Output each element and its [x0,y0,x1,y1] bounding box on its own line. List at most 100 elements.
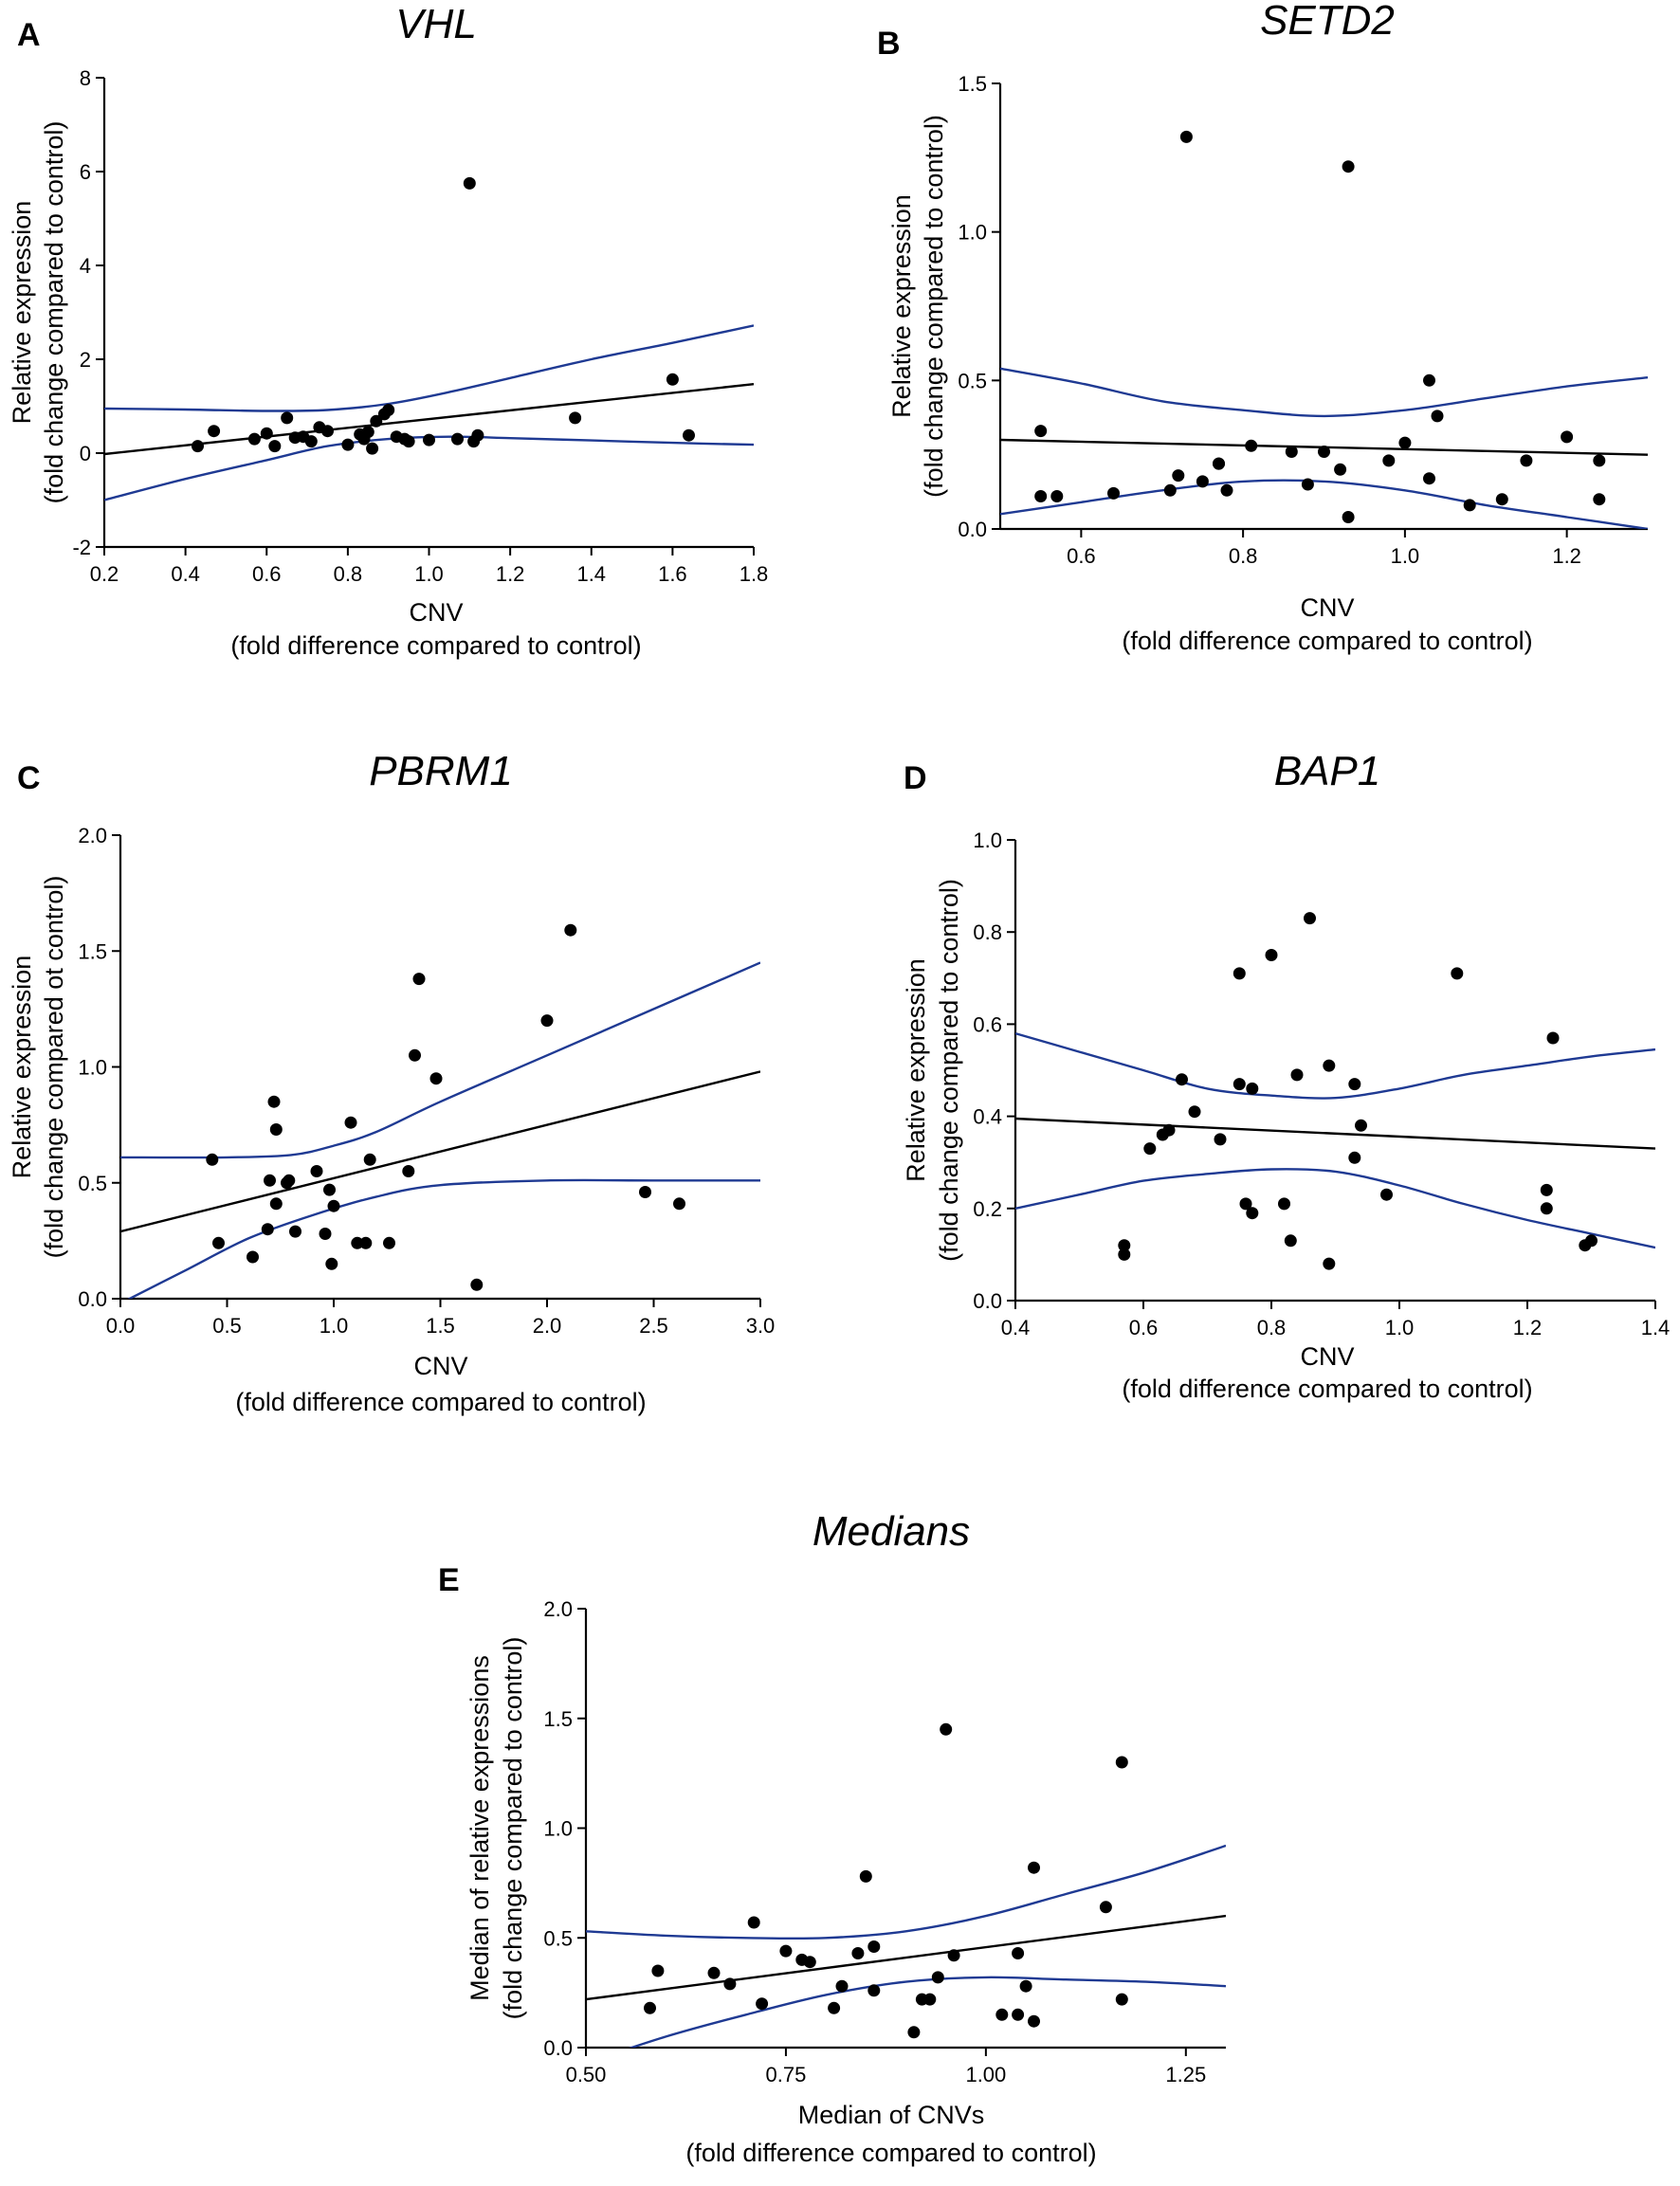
chart-panel-e: E Medians 0.50 0.75 1.00 1.25 0.0 0.5 1.0 1.5 2.0 M… [438,1508,1226,2167]
x-tick-label: 0.5 [212,1314,242,1338]
data-point [192,440,204,453]
y-axis-sublabel: (fold change compared to control) [499,1637,527,2020]
data-point [1355,1119,1367,1132]
data-point [1214,1133,1227,1146]
y-tick-label: 0.0 [78,1287,107,1311]
data-point [1012,2008,1025,2021]
data-point [1118,1248,1131,1261]
data-point [1431,410,1444,423]
y-tick-label: 1.5 [958,72,987,96]
y-tick-label: 1.0 [78,1056,107,1080]
data-point [1172,469,1185,483]
x-axis-sublabel: (fold difference compared to control) [230,631,641,660]
data-point [540,1014,554,1028]
x-tick-label: 0.6 [1129,1316,1159,1339]
x-tick-label: 0.75 [766,2063,807,2086]
data-point [1278,1197,1290,1211]
data-point [1348,1151,1361,1164]
y-tick-label: 0.0 [543,2036,573,2060]
x-tick-label: 1.2 [1552,544,1581,568]
confidence-band-lower [127,1178,760,1299]
x-tick-label: 1.6 [658,562,687,586]
y-tick-label: 0.4 [973,1105,1002,1129]
confidence-band-lower [628,1976,1226,2048]
y-tick-label: 0.2 [973,1197,1002,1221]
data-point [1188,1105,1201,1119]
data-point [931,1971,944,1984]
data-point [1012,1947,1025,1959]
y-tick-label: 0.5 [78,1172,107,1195]
confidence-band-upper [120,961,760,1159]
data-point [470,1278,484,1291]
panel-letter: E [438,1562,460,1598]
data-point [1028,2014,1040,2028]
x-tick-label: 1.0 [320,1314,349,1338]
y-axis-sublabel: (fold change compared to control) [935,879,963,1262]
data-point [359,1236,373,1249]
data-point [1233,967,1246,980]
data-point [683,428,695,442]
data-point [451,432,464,446]
data-point [651,1964,665,1977]
data-point [1213,457,1225,470]
y-axis-label: Relative expression [902,958,930,1182]
confidence-band-upper [104,324,754,412]
data-point [1285,446,1298,458]
data-point [321,425,334,438]
data-point [267,1095,281,1108]
y-tick-label: 0.8 [973,920,1002,944]
data-point [1034,490,1048,502]
regression-line [1015,1117,1655,1150]
x-tick-label: 3.0 [746,1314,776,1338]
data-point [409,1048,421,1062]
y-tick-label: 0.6 [973,1012,1002,1036]
data-point [747,1916,760,1929]
chart-title: Medians [813,1508,970,1555]
x-tick-label: 0.6 [252,562,282,586]
data-point [779,1944,793,1958]
data-point [1334,463,1347,476]
confidence-band-upper [1000,367,1648,418]
y-tick-label: 1.5 [78,939,107,963]
data-point [264,1174,276,1187]
data-point [1290,1068,1304,1082]
regression-line [104,383,754,456]
data-point [1323,1257,1336,1270]
data-point [639,1186,651,1198]
x-tick-label: 1.5 [426,1314,455,1338]
data-point [402,435,415,448]
data-point [471,428,484,442]
data-point [382,404,395,416]
y-tick-label: 0 [80,442,91,465]
data-point [206,1153,219,1166]
data-point [666,373,679,386]
data-point [1304,912,1316,925]
y-tick-label: 2.0 [543,1597,573,1621]
data-point [1239,1197,1252,1211]
data-point [1245,439,1258,452]
y-tick-label: 0.5 [543,1926,573,1950]
data-point [1546,1031,1560,1045]
x-tick-label: 1.4 [576,562,606,586]
y-axis-sublabel: (fold change compared to control) [40,121,68,504]
x-tick-label: 0.8 [1257,1316,1287,1339]
y-tick-label: -2 [72,536,91,559]
data-point [569,411,582,425]
chart-panel-c: C PBRM1 0.0 0.5 1.0 1.5 2.0 2.5 3.0 0.0 0.5 1.0 1.5 2… [8,748,775,1416]
confidence-band-lower [1000,479,1648,529]
data-point [402,1165,415,1177]
data-point [319,1228,332,1240]
data-point [1050,490,1064,502]
y-tick-label: 1.0 [958,221,987,245]
data-point [323,1183,336,1196]
data-point [247,1250,259,1264]
data-point [1284,1234,1297,1248]
data-point [283,1174,296,1187]
panel-letter: B [877,26,901,62]
x-tick-label: 1.2 [496,562,525,586]
data-point [344,1116,357,1129]
data-point [310,1165,323,1177]
data-point [370,414,383,428]
data-point [1585,1234,1598,1248]
data-point [1520,454,1533,467]
